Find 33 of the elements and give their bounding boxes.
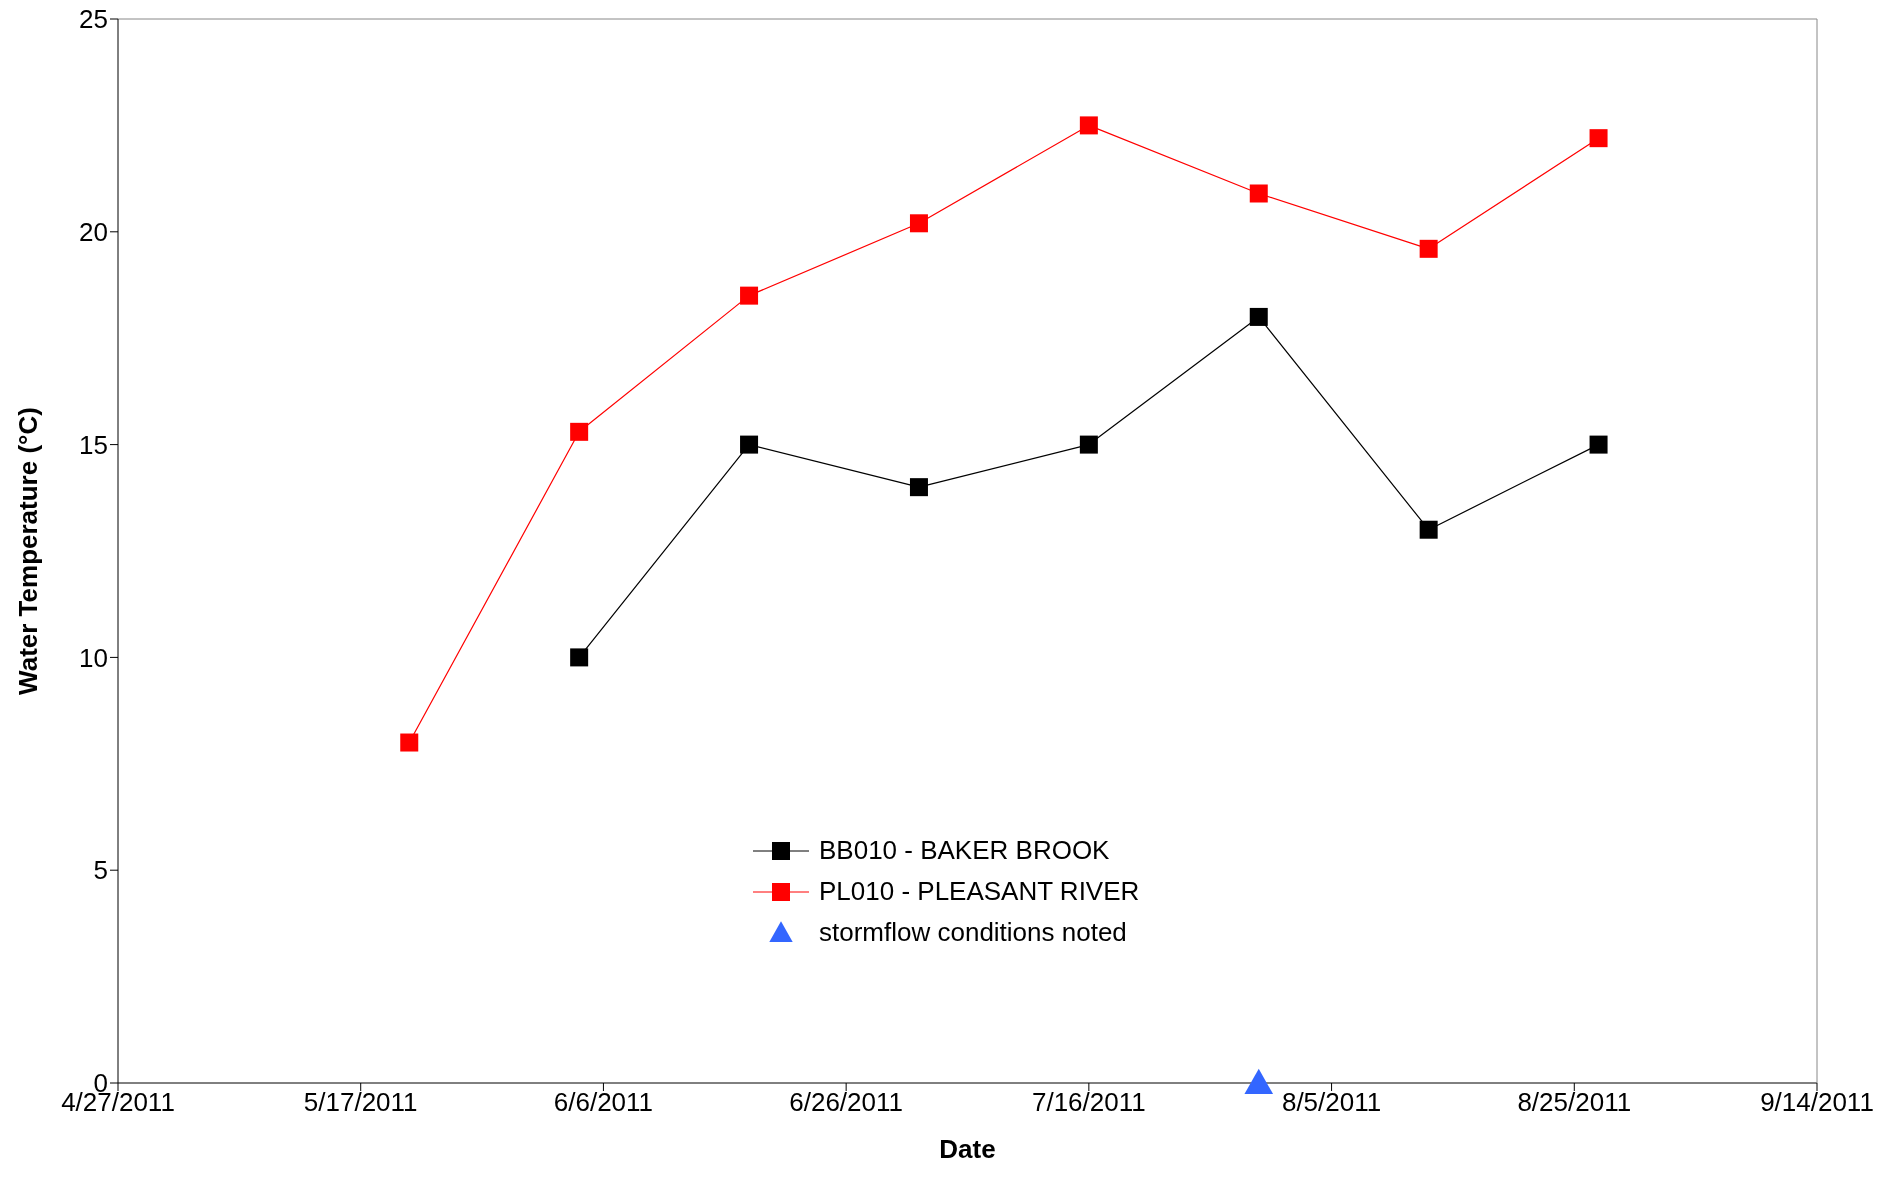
x-tick-label: 8/25/2011 (1517, 1087, 1632, 1118)
y-tick-label: 20 (79, 217, 108, 248)
point (1589, 129, 1608, 148)
point (1249, 307, 1268, 326)
y-tick-label: 15 (79, 429, 108, 460)
point (1419, 239, 1438, 258)
x-tick-label: 8/5/2011 (1281, 1087, 1382, 1118)
x-tick-label: 6/26/2011 (789, 1087, 904, 1118)
legend-label: PL010 - PLEASANT RIVER (819, 876, 1140, 907)
x-tick-label: 9/14/2011 (1760, 1087, 1874, 1118)
point (570, 422, 589, 441)
point (570, 648, 589, 667)
x-axis-title: Date (939, 1134, 996, 1164)
y-axis-title: Water Temperature (°C) (13, 407, 44, 695)
point (1589, 435, 1608, 454)
x-tick-label: 6/6/2011 (553, 1087, 654, 1118)
point (1079, 435, 1098, 454)
point (1079, 116, 1098, 135)
point (909, 214, 928, 233)
point (1244, 1068, 1274, 1094)
y-tick-label: 5 (93, 855, 108, 886)
point (740, 435, 759, 454)
point (909, 478, 928, 497)
x-tick-label: 7/16/2011 (1031, 1087, 1146, 1118)
point (1419, 520, 1438, 539)
x-tick-label: 5/17/2011 (303, 1087, 418, 1118)
point (400, 733, 419, 752)
point (740, 286, 759, 305)
y-tick-label: 25 (79, 4, 108, 35)
legend-label: stormflow conditions noted (819, 917, 1127, 948)
y-tick-label: 10 (79, 642, 108, 673)
point (1249, 184, 1268, 203)
legend-label: BB010 - BAKER BROOK (819, 835, 1110, 866)
